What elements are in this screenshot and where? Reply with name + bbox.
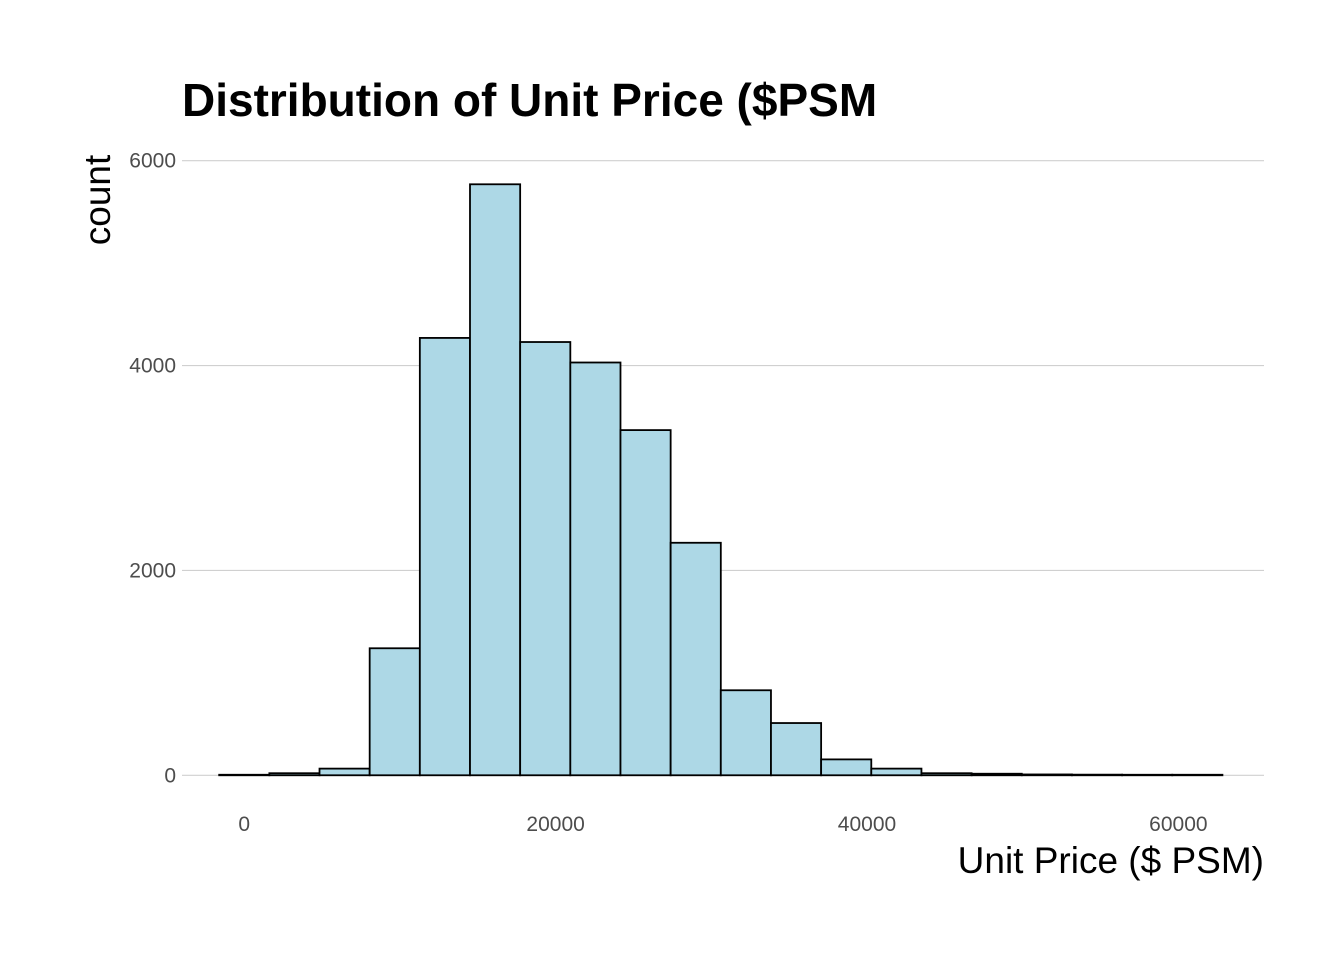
y-tick-label: 4000	[129, 355, 176, 378]
histogram-bar	[418, 337, 471, 777]
histogram-bar	[469, 183, 522, 777]
histogram-bar	[569, 361, 622, 777]
histogram-bar	[870, 767, 923, 777]
y-axis-ticks: 0 2000 4000 6000	[129, 150, 176, 788]
x-axis-title: Unit Price ($ PSM)	[958, 840, 1264, 881]
histogram-bar	[619, 429, 672, 777]
y-tick-label: 0	[164, 764, 176, 787]
histogram-bar	[970, 772, 1023, 777]
x-tick-label: 60000	[1149, 813, 1207, 836]
x-tick-label: 0	[238, 813, 250, 836]
histogram-bar	[820, 758, 873, 777]
y-tick-label: 6000	[129, 150, 176, 173]
histogram-bar	[318, 767, 371, 777]
histogram-bar	[218, 773, 271, 777]
histogram-bar	[1121, 773, 1174, 777]
histogram-bar	[669, 541, 722, 777]
y-axis-title: count	[77, 154, 118, 245]
histogram-bar	[519, 341, 572, 777]
histogram-bar	[268, 772, 321, 777]
histogram-bar	[770, 722, 823, 777]
y-tick-label: 2000	[129, 559, 176, 582]
histogram-bars	[218, 183, 1224, 777]
histogram-bar	[1171, 773, 1224, 777]
x-axis-ticks: 0 20000 40000 60000	[238, 813, 1207, 836]
histogram-bar	[1020, 773, 1073, 777]
x-tick-label: 20000	[526, 813, 584, 836]
histogram-bar	[920, 772, 973, 777]
histogram-bar	[1071, 773, 1123, 777]
chart-title: Distribution of Unit Price ($PSM	[182, 74, 877, 126]
histogram-bar	[719, 689, 772, 777]
histogram-bar	[368, 647, 421, 777]
x-tick-label: 40000	[838, 813, 896, 836]
